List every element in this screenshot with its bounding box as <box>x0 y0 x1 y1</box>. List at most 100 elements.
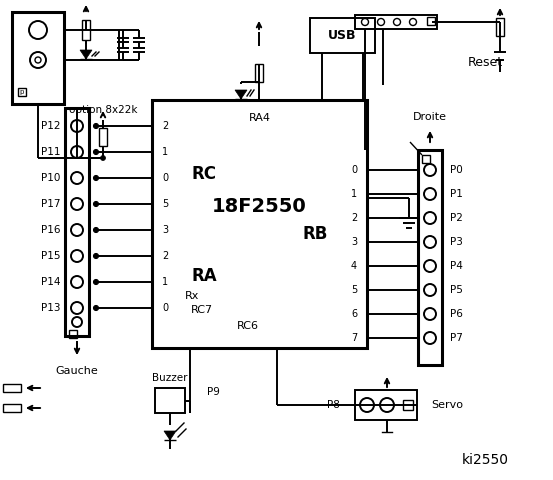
Text: P6: P6 <box>450 309 463 319</box>
Circle shape <box>93 176 98 180</box>
Circle shape <box>93 279 98 285</box>
Text: RC: RC <box>191 165 217 183</box>
Circle shape <box>424 260 436 272</box>
Text: 0: 0 <box>162 303 168 313</box>
Circle shape <box>93 228 98 232</box>
Circle shape <box>410 19 416 25</box>
Text: RC6: RC6 <box>237 321 258 331</box>
Text: 1: 1 <box>162 277 168 287</box>
Text: 6: 6 <box>351 309 357 319</box>
Circle shape <box>424 308 436 320</box>
Circle shape <box>424 236 436 248</box>
Bar <box>496 18 504 36</box>
Circle shape <box>72 317 82 327</box>
Circle shape <box>71 198 83 210</box>
Bar <box>418 150 442 365</box>
Text: 5: 5 <box>162 199 168 209</box>
Bar <box>427 17 435 25</box>
Text: 2: 2 <box>351 213 357 223</box>
Text: Rx: Rx <box>185 291 199 301</box>
Text: 2: 2 <box>162 251 168 261</box>
Circle shape <box>424 188 436 200</box>
Text: P8: P8 <box>327 400 340 410</box>
Circle shape <box>71 224 83 236</box>
Circle shape <box>30 52 46 68</box>
Circle shape <box>424 284 436 296</box>
Bar <box>3 384 21 392</box>
Text: 1: 1 <box>351 189 357 199</box>
Bar <box>355 15 437 29</box>
Text: P15: P15 <box>40 251 60 261</box>
Text: RA: RA <box>191 267 217 285</box>
Circle shape <box>71 250 83 262</box>
Text: 7: 7 <box>351 333 357 343</box>
Text: P17: P17 <box>40 199 60 209</box>
Text: RB: RB <box>302 225 328 243</box>
Text: 4: 4 <box>351 261 357 271</box>
Bar <box>310 18 375 53</box>
Circle shape <box>93 202 98 206</box>
Bar <box>65 108 89 336</box>
Circle shape <box>394 19 400 25</box>
Bar <box>155 388 185 413</box>
Text: P12: P12 <box>40 121 60 131</box>
Text: USB: USB <box>328 29 357 42</box>
Text: Reset: Reset <box>468 56 503 69</box>
Text: Droite: Droite <box>413 112 447 122</box>
Circle shape <box>360 398 374 412</box>
Circle shape <box>380 398 394 412</box>
Circle shape <box>378 19 384 25</box>
Text: P2: P2 <box>450 213 463 223</box>
Circle shape <box>71 276 83 288</box>
Text: P10: P10 <box>40 173 60 183</box>
Text: P9: P9 <box>207 387 220 397</box>
Text: option 8x22k: option 8x22k <box>69 105 137 115</box>
Text: RC7: RC7 <box>191 305 213 315</box>
Bar <box>3 404 21 412</box>
Circle shape <box>424 164 436 176</box>
Circle shape <box>93 149 98 155</box>
Polygon shape <box>235 90 247 99</box>
Bar <box>99 128 107 146</box>
Text: 3: 3 <box>162 225 168 235</box>
Circle shape <box>35 57 41 63</box>
Text: RA4: RA4 <box>248 113 270 123</box>
Text: Servo: Servo <box>431 400 463 410</box>
Bar <box>18 88 26 96</box>
Text: 5: 5 <box>351 285 357 295</box>
Bar <box>422 155 430 163</box>
Text: P7: P7 <box>450 333 463 343</box>
Text: P16: P16 <box>40 225 60 235</box>
Text: 2: 2 <box>162 121 168 131</box>
Text: p: p <box>20 89 24 95</box>
Bar <box>255 64 263 82</box>
Text: Buzzer: Buzzer <box>152 373 188 383</box>
Text: P4: P4 <box>450 261 463 271</box>
Circle shape <box>71 302 83 314</box>
Text: P0: P0 <box>450 165 463 175</box>
Circle shape <box>93 253 98 259</box>
Text: P3: P3 <box>450 237 463 247</box>
Text: 1: 1 <box>162 147 168 157</box>
Bar <box>12 12 64 104</box>
Circle shape <box>101 156 106 160</box>
Text: 3: 3 <box>351 237 357 247</box>
Bar <box>403 400 413 410</box>
Text: ki2550: ki2550 <box>462 453 509 467</box>
Circle shape <box>424 212 436 224</box>
Bar <box>152 100 367 348</box>
Circle shape <box>362 19 368 25</box>
Text: 18F2550: 18F2550 <box>212 196 307 216</box>
Polygon shape <box>80 50 92 59</box>
Text: 0: 0 <box>162 173 168 183</box>
Bar <box>355 390 417 420</box>
Circle shape <box>93 305 98 311</box>
Circle shape <box>71 120 83 132</box>
Circle shape <box>93 123 98 129</box>
Circle shape <box>71 146 83 158</box>
Text: P1: P1 <box>450 189 463 199</box>
Text: 0: 0 <box>351 165 357 175</box>
Text: Gauche: Gauche <box>56 366 98 376</box>
Circle shape <box>29 21 47 39</box>
Bar <box>82 20 90 40</box>
